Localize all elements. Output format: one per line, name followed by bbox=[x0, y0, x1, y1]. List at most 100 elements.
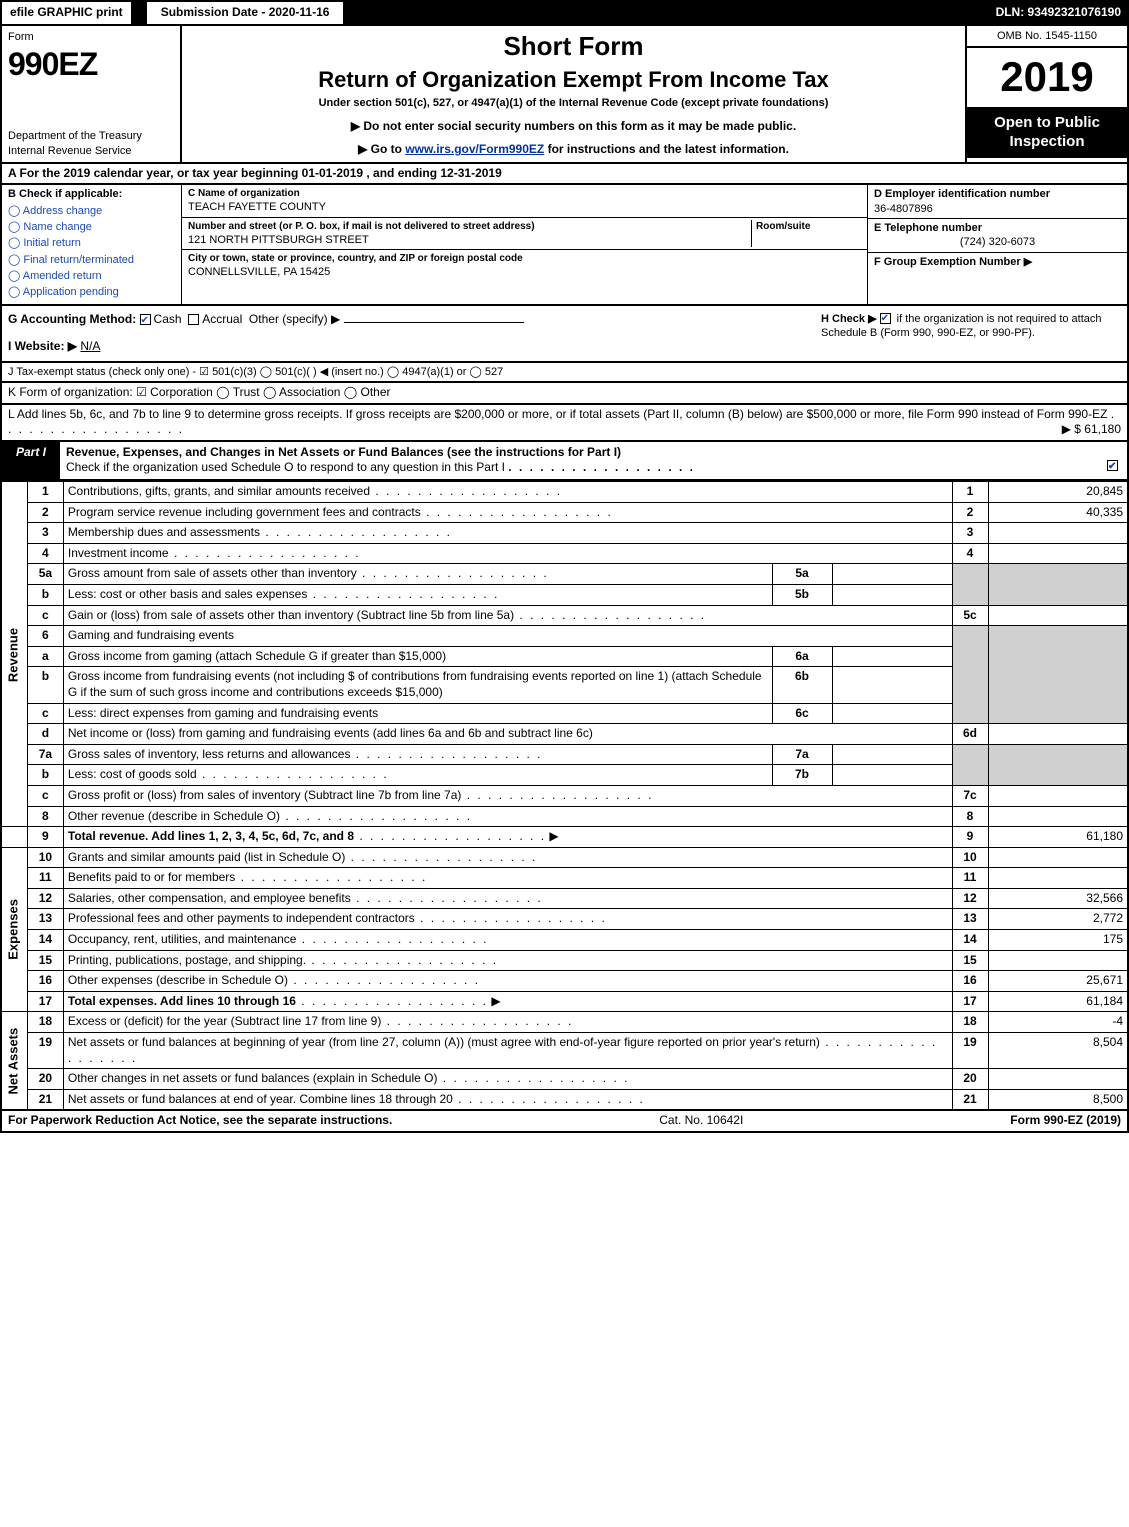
l14-text: Occupancy, rent, utilities, and maintena… bbox=[68, 932, 297, 946]
l16-no: 16 bbox=[27, 971, 63, 992]
l3-no: 3 bbox=[27, 523, 63, 544]
financial-table: Revenue 1 Contributions, gifts, grants, … bbox=[0, 481, 1129, 1111]
l10-amount bbox=[988, 847, 1128, 868]
l20-ln: 20 bbox=[952, 1069, 988, 1090]
cb-name-change[interactable]: ◯ Name change bbox=[8, 220, 175, 234]
l6c-box: 6c bbox=[772, 703, 832, 724]
l9-text: Total revenue. Add lines 1, 2, 3, 4, 5c,… bbox=[68, 829, 354, 843]
l7c-ln: 7c bbox=[952, 785, 988, 806]
h-label: H Check ▶ bbox=[821, 313, 877, 325]
submission-date: Submission Date - 2020-11-16 bbox=[145, 0, 346, 26]
l6b-text: Gross income from fundraising events (no… bbox=[68, 669, 762, 699]
l5b-box: 5b bbox=[772, 584, 832, 605]
l15-no: 15 bbox=[27, 950, 63, 971]
ein-value: 36-4807896 bbox=[874, 202, 1121, 216]
l9-amount: 61,180 bbox=[988, 827, 1128, 848]
irs-link[interactable]: www.irs.gov/Form990EZ bbox=[405, 142, 544, 156]
l5b-text: Less: cost or other basis and sales expe… bbox=[68, 587, 307, 601]
l16-amount: 25,671 bbox=[988, 971, 1128, 992]
l1-ln: 1 bbox=[952, 482, 988, 503]
form-under-section: Under section 501(c), 527, or 4947(a)(1)… bbox=[190, 96, 957, 110]
l7a-no: 7a bbox=[27, 744, 63, 765]
l21-no: 21 bbox=[27, 1089, 63, 1110]
cb-part-i-sched-o[interactable] bbox=[1107, 460, 1118, 471]
l19-amount: 8,504 bbox=[988, 1033, 1128, 1069]
cb-application-pending[interactable]: ◯ Application pending bbox=[8, 285, 175, 299]
efile-print-label[interactable]: efile GRAPHIC print bbox=[0, 0, 133, 26]
l1-amount: 20,845 bbox=[988, 482, 1128, 503]
l6a-no: a bbox=[27, 646, 63, 667]
l6a-box: 6a bbox=[772, 646, 832, 667]
open-to-public: Open to Public Inspection bbox=[967, 107, 1127, 158]
l6b-box: 6b bbox=[772, 667, 832, 703]
l-text: L Add lines 5b, 6c, and 7b to line 9 to … bbox=[8, 407, 1107, 421]
l7b-text: Less: cost of goods sold bbox=[68, 767, 197, 781]
l20-no: 20 bbox=[27, 1069, 63, 1090]
l20-text: Other changes in net assets or fund bala… bbox=[68, 1071, 438, 1085]
l15-amount bbox=[988, 950, 1128, 971]
l5c-amount bbox=[988, 605, 1128, 626]
l13-text: Professional fees and other payments to … bbox=[68, 911, 415, 925]
l2-ln: 2 bbox=[952, 502, 988, 523]
l11-text: Benefits paid to or for members bbox=[68, 870, 235, 884]
check-applicable: B Check if applicable: ◯ Address change … bbox=[2, 185, 182, 303]
l10-ln: 10 bbox=[952, 847, 988, 868]
l18-no: 18 bbox=[27, 1012, 63, 1033]
l20-amount bbox=[988, 1069, 1128, 1090]
part-i-check: Check if the organization used Schedule … bbox=[66, 460, 505, 474]
part-i-title: Revenue, Expenses, and Changes in Net As… bbox=[66, 445, 621, 459]
l1-no: 1 bbox=[27, 482, 63, 503]
l13-ln: 13 bbox=[952, 909, 988, 930]
cb-accrual[interactable] bbox=[188, 314, 199, 325]
l6d-amount bbox=[988, 724, 1128, 745]
cb-initial-return[interactable]: ◯ Initial return bbox=[8, 236, 175, 250]
form-id-block: Form 990EZ Department of the Treasury In… bbox=[2, 26, 182, 162]
form-label: Form bbox=[8, 30, 174, 44]
l8-no: 8 bbox=[27, 806, 63, 827]
cb-address-change[interactable]: ◯ Address change bbox=[8, 204, 175, 218]
l4-no: 4 bbox=[27, 543, 63, 564]
ssn-warning: ▶ Do not enter social security numbers o… bbox=[190, 119, 957, 135]
l6a-text: Gross income from gaming (attach Schedul… bbox=[68, 649, 446, 663]
form-title: Short Form bbox=[190, 30, 957, 64]
part-i-header: Part I Revenue, Expenses, and Changes in… bbox=[0, 442, 1129, 481]
l21-ln: 21 bbox=[952, 1089, 988, 1110]
part-i-tab: Part I bbox=[2, 442, 60, 479]
footer-mid: Cat. No. 10642I bbox=[392, 1113, 1010, 1129]
l3-text: Membership dues and assessments bbox=[68, 525, 260, 539]
c-name-label: C Name of organization bbox=[188, 187, 861, 200]
l5a-no: 5a bbox=[27, 564, 63, 585]
e-tel-label: E Telephone number bbox=[874, 221, 1121, 235]
l5b-val bbox=[832, 584, 952, 605]
l6c-text: Less: direct expenses from gaming and fu… bbox=[68, 706, 378, 720]
i-website-label: I Website: ▶ bbox=[8, 339, 77, 353]
l2-no: 2 bbox=[27, 502, 63, 523]
form-title-block: Short Form Return of Organization Exempt… bbox=[182, 26, 967, 162]
l7b-no: b bbox=[27, 765, 63, 786]
cb-cash[interactable] bbox=[140, 314, 151, 325]
l6a-val bbox=[832, 646, 952, 667]
l17-no: 17 bbox=[27, 991, 63, 1012]
l19-ln: 19 bbox=[952, 1033, 988, 1069]
footer-left: For Paperwork Reduction Act Notice, see … bbox=[8, 1113, 392, 1129]
form-subtitle: Return of Organization Exempt From Incom… bbox=[190, 66, 957, 95]
l7b-box: 7b bbox=[772, 765, 832, 786]
l5a-box: 5a bbox=[772, 564, 832, 585]
tel-value: (724) 320-6073 bbox=[874, 235, 1121, 249]
l-amount: ▶ $ 61,180 bbox=[1062, 422, 1121, 438]
c-addr-label: Number and street (or P. O. box, if mail… bbox=[188, 220, 751, 233]
l21-text: Net assets or fund balances at end of ye… bbox=[68, 1092, 453, 1106]
l7a-box: 7a bbox=[772, 744, 832, 765]
l16-text: Other expenses (describe in Schedule O) bbox=[68, 973, 288, 987]
cb-final-return[interactable]: ◯ Final return/terminated bbox=[8, 253, 175, 267]
l10-text: Grants and similar amounts paid (list in… bbox=[68, 850, 345, 864]
l18-amount: -4 bbox=[988, 1012, 1128, 1033]
l18-ln: 18 bbox=[952, 1012, 988, 1033]
l13-amount: 2,772 bbox=[988, 909, 1128, 930]
cb-amended-return[interactable]: ◯ Amended return bbox=[8, 269, 175, 283]
l12-no: 12 bbox=[27, 888, 63, 909]
goto-line: ▶ Go to www.irs.gov/Form990EZ for instru… bbox=[190, 142, 957, 158]
l1-text: Contributions, gifts, grants, and simila… bbox=[68, 484, 370, 498]
cb-sched-b[interactable] bbox=[880, 313, 891, 324]
l9-ln: 9 bbox=[952, 827, 988, 848]
